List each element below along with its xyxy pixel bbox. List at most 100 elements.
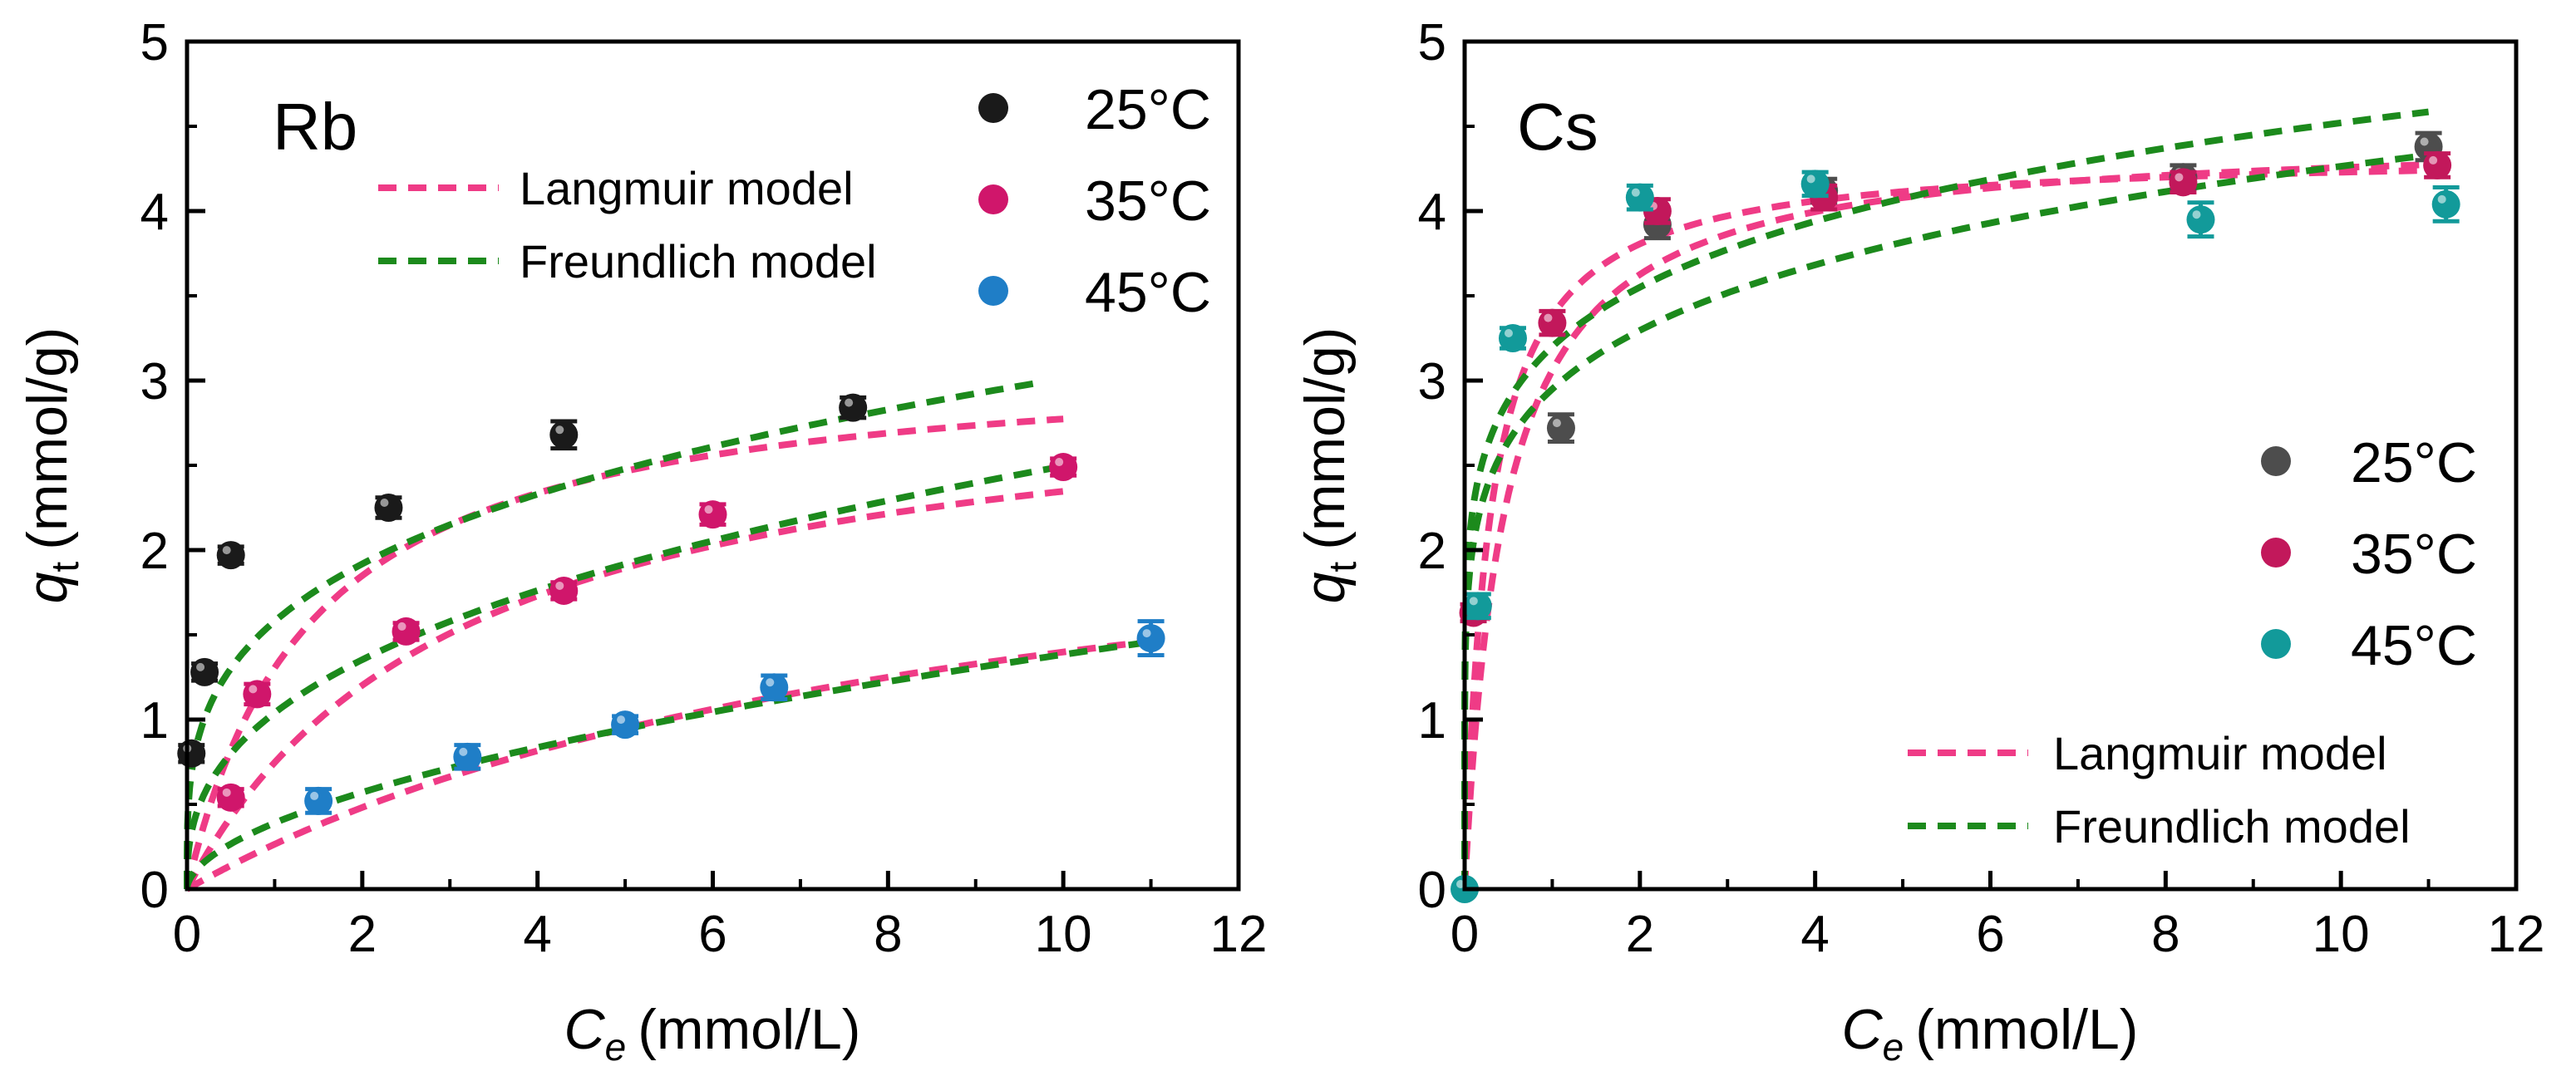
rb-point-25c <box>549 420 579 450</box>
cs-y-axis-label: qt(mmol/g) <box>1293 327 1364 604</box>
cs-point-highlight-45c <box>1469 597 1478 606</box>
cs-legend-label-25c: 25°C <box>2351 431 2477 494</box>
rb-series-layer <box>177 380 1165 892</box>
rb-y-tick-label-5: 5 <box>140 14 169 71</box>
cs-point-highlight-45c <box>1631 188 1640 197</box>
cs-point-45c <box>2186 205 2215 234</box>
rb-point-35c <box>549 576 579 605</box>
cs-point-highlight-45c <box>2437 194 2446 204</box>
rb-y-tick-label-1: 1 <box>140 692 169 749</box>
cs-point-highlight-25c <box>2420 137 2429 146</box>
cs-x-tick-label-4: 4 <box>1800 906 1829 963</box>
rb-point-highlight-25c <box>222 546 231 555</box>
cs-freundlich-fit-curve-2 <box>1461 151 2430 889</box>
rb-point-25c <box>839 393 868 422</box>
rb-point-45c <box>1136 624 1165 653</box>
rb-x-tick-label-12: 12 <box>1210 906 1268 963</box>
rb-point-highlight-35c <box>222 788 231 797</box>
rb-point-highlight-45c <box>459 747 468 756</box>
rb-point-highlight-35c <box>397 622 406 631</box>
rb-point-highlight-35c <box>555 581 564 590</box>
rb-point-45c <box>453 742 482 771</box>
rb-x-tick-label-8: 8 <box>874 906 902 963</box>
cs-y-tick-label-5: 5 <box>1418 14 1446 71</box>
rb-y-tick-label-3: 3 <box>140 353 169 410</box>
cs-panel-label: Cs <box>1517 90 1598 164</box>
cs-legend-freundlich-label: Freundlich model <box>2053 800 2411 853</box>
rb-point-35c <box>392 617 421 646</box>
rb-x-tick-label-4: 4 <box>523 906 551 963</box>
cs-langmuir-fit-curve-2 <box>1461 160 2438 889</box>
rb-point-highlight-35c <box>1055 458 1064 467</box>
rb-langmuir-fit-curve-2 <box>184 488 1064 892</box>
rb-legend-marker-25c <box>978 93 1008 123</box>
rb-point-highlight-45c <box>766 678 775 687</box>
rb-freundlich-fit-curve-2 <box>184 463 1064 889</box>
rb-point-35c <box>698 500 727 529</box>
rb-legend-label-35c: 35°C <box>1085 170 1211 233</box>
cs-y-tick-label-3: 3 <box>1418 353 1446 410</box>
rb-point-highlight-45c <box>1142 629 1151 638</box>
rb-point-highlight-35c <box>249 685 258 694</box>
cs-x-tick-label-8: 8 <box>2151 906 2180 963</box>
cs-point-35c <box>2169 168 2198 197</box>
cs-series-legend: 25°C 35°C 45°C <box>2261 431 2477 677</box>
rb-langmuir-fit-curve-3 <box>185 637 1152 892</box>
cs-legend-marker-25c <box>2261 446 2291 476</box>
rb-legend-marker-45c <box>978 276 1008 306</box>
rb-freundlich-fit-curve-3 <box>184 638 1152 889</box>
rb-x-tick-label-6: 6 <box>698 906 727 963</box>
cs-point-highlight-45c <box>2192 210 2201 219</box>
cs-y-tick-label-0: 0 <box>1418 862 1446 919</box>
cs-freundlich-fit-curve-1 <box>1461 108 2430 889</box>
cs-legend-label-45c: 45°C <box>2351 614 2477 677</box>
rb-point-45c <box>760 673 789 702</box>
rb-x-tick-label-10: 10 <box>1035 906 1092 963</box>
rb-point-highlight-25c <box>845 398 854 407</box>
rb-y-axis-label: qt(mmol/g) <box>16 327 86 604</box>
rb-x-tick-label-2: 2 <box>348 906 377 963</box>
cs-point-highlight-35c <box>2175 173 2184 182</box>
rb-point-highlight-25c <box>380 499 389 507</box>
rb-legend-langmuir-label: Langmuir model <box>520 162 854 214</box>
rb-y-tick-label-4: 4 <box>140 184 169 241</box>
cs-point-45c <box>1800 170 1830 199</box>
cs-x-tick-label-0: 0 <box>1451 906 1479 963</box>
rb-model-legend: Langmuir model Freundlich model <box>378 162 877 287</box>
rb-point-highlight-45c <box>310 791 319 800</box>
cs-point-highlight-35c <box>2429 155 2438 165</box>
cs-point-highlight-45c <box>1806 174 1815 184</box>
rb-point-35c <box>1049 453 1078 482</box>
rb-point-highlight-45c <box>617 715 626 725</box>
rb-y-tick-label-2: 2 <box>140 523 169 580</box>
cs-legend-langmuir-label: Langmuir model <box>2053 727 2387 779</box>
cs-legend-marker-35c <box>2261 538 2291 568</box>
cs-x-tick-label-2: 2 <box>1626 906 1654 963</box>
cs-point-45c <box>1625 183 1654 212</box>
cs-point-highlight-25c <box>1552 419 1561 428</box>
rb-x-axis-label: Ce (mmol/L) <box>564 998 861 1069</box>
rb-point-25c <box>374 494 403 522</box>
cs-legend-marker-45c <box>2261 629 2291 659</box>
cs-x-tick-label-10: 10 <box>2312 906 2370 963</box>
cs-y-tick-label-4: 4 <box>1418 184 1446 241</box>
rb-langmuir-fit-curve-1 <box>184 415 1064 891</box>
rb-point-45c <box>611 710 640 740</box>
rb-point-35c <box>243 680 272 709</box>
cs-point-45c <box>1463 592 1492 621</box>
cs-y-tick-label-1: 1 <box>1418 692 1446 749</box>
cs-y-tick-label-2: 2 <box>1418 523 1446 580</box>
cs-x-tick-label-6: 6 <box>1976 906 2004 963</box>
rb-point-45c <box>304 786 333 815</box>
rb-x-tick-label-0: 0 <box>173 906 201 963</box>
rb-legend-marker-35c <box>978 184 1008 214</box>
rb-legend-freundlich-label: Freundlich model <box>520 235 877 287</box>
rb-freundlich-fit-curve-1 <box>184 380 1038 889</box>
rb-point-highlight-25c <box>555 425 564 435</box>
cs-point-highlight-35c <box>1544 313 1553 322</box>
rb-point-25c <box>177 739 206 768</box>
rb-y-tick-label-0: 0 <box>140 862 169 919</box>
